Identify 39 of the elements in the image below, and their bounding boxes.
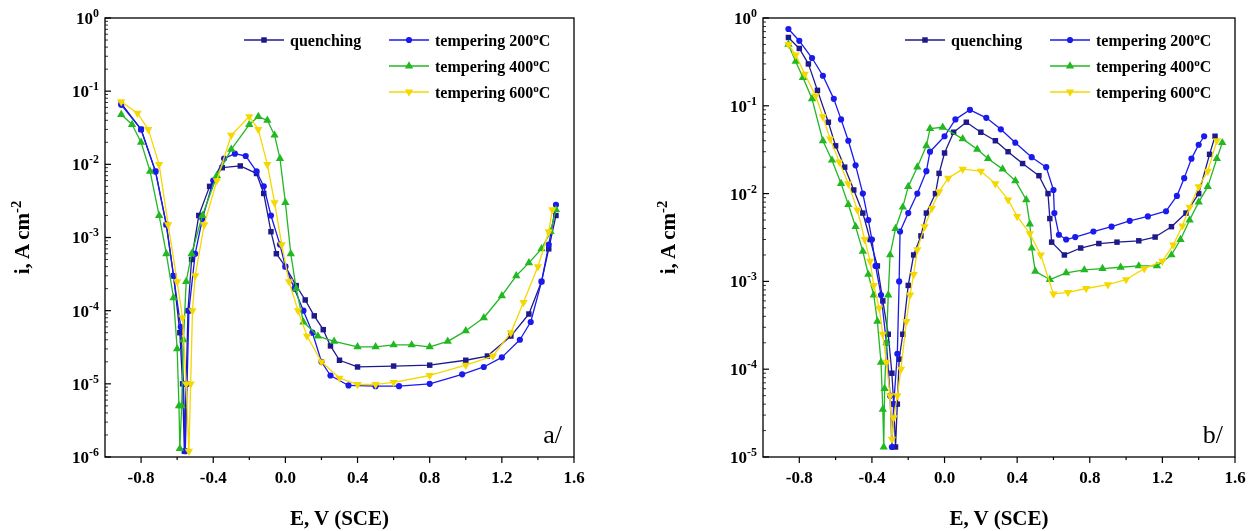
y-tick-label: 10$^{-2}$ xyxy=(72,152,100,175)
x-tick-label: 0.4 xyxy=(1006,468,1029,487)
x-tick-label: 1.2 xyxy=(491,468,513,487)
y-tick-label: 10$^{-1}$ xyxy=(72,79,100,102)
annotation: b/ xyxy=(1202,420,1224,449)
x-tick-label: 0.8 xyxy=(419,468,441,487)
x-axis-title: E, V (SCE) xyxy=(949,506,1049,530)
legend-label: quenching xyxy=(290,31,362,50)
y-tick-label: 10$^{-3}$ xyxy=(730,269,758,292)
x-tick-label: -0.4 xyxy=(199,468,228,487)
legend-label: tempering 200$^{o}$C xyxy=(435,29,551,50)
y-tick-label: 10$^{-1}$ xyxy=(730,93,758,116)
x-tick-label: 1.6 xyxy=(563,468,585,487)
y-tick-label: 10$^{-5}$ xyxy=(72,371,100,394)
x-tick-label: 0.0 xyxy=(274,468,297,487)
legend-label: tempering 400$^{o}$C xyxy=(435,55,551,76)
x-tick-label: 0.8 xyxy=(1079,468,1101,487)
y-tick-label: 10$^{-4}$ xyxy=(72,298,100,321)
x-tick-label: 0.4 xyxy=(346,468,369,487)
x-tick-label: -0.8 xyxy=(127,468,155,487)
x-tick-label: -0.8 xyxy=(785,468,813,487)
y-tick-label: 10$^{0}$ xyxy=(76,5,100,28)
y-tick-label: 10$^{-5}$ xyxy=(730,444,758,467)
y-tick-label: 10$^{-4}$ xyxy=(730,357,758,380)
legend-label: tempering 600$^{o}$C xyxy=(435,81,551,102)
x-axis-title: E, V (SCE) xyxy=(289,506,390,530)
y-tick-label: 10$^{-6}$ xyxy=(72,444,100,467)
y-tick-label: 10$^{-2}$ xyxy=(730,181,758,204)
y-tick-label: 10$^{0}$ xyxy=(734,5,758,28)
legend-label: tempering 200$^{o}$C xyxy=(1096,29,1212,50)
legend-label: tempering 400$^{o}$C xyxy=(1096,55,1212,76)
y-tick-label: 10$^{-3}$ xyxy=(72,225,100,248)
legend-label: quenching xyxy=(951,31,1023,50)
x-tick-label: 0.0 xyxy=(933,468,956,487)
x-tick-label: 1.6 xyxy=(1224,468,1246,487)
x-tick-label: -0.4 xyxy=(858,468,886,487)
annotation: a/ xyxy=(543,420,563,449)
x-tick-label: 1.2 xyxy=(1151,468,1174,487)
legend-label: tempering 600$^{o}$C xyxy=(1096,81,1212,102)
